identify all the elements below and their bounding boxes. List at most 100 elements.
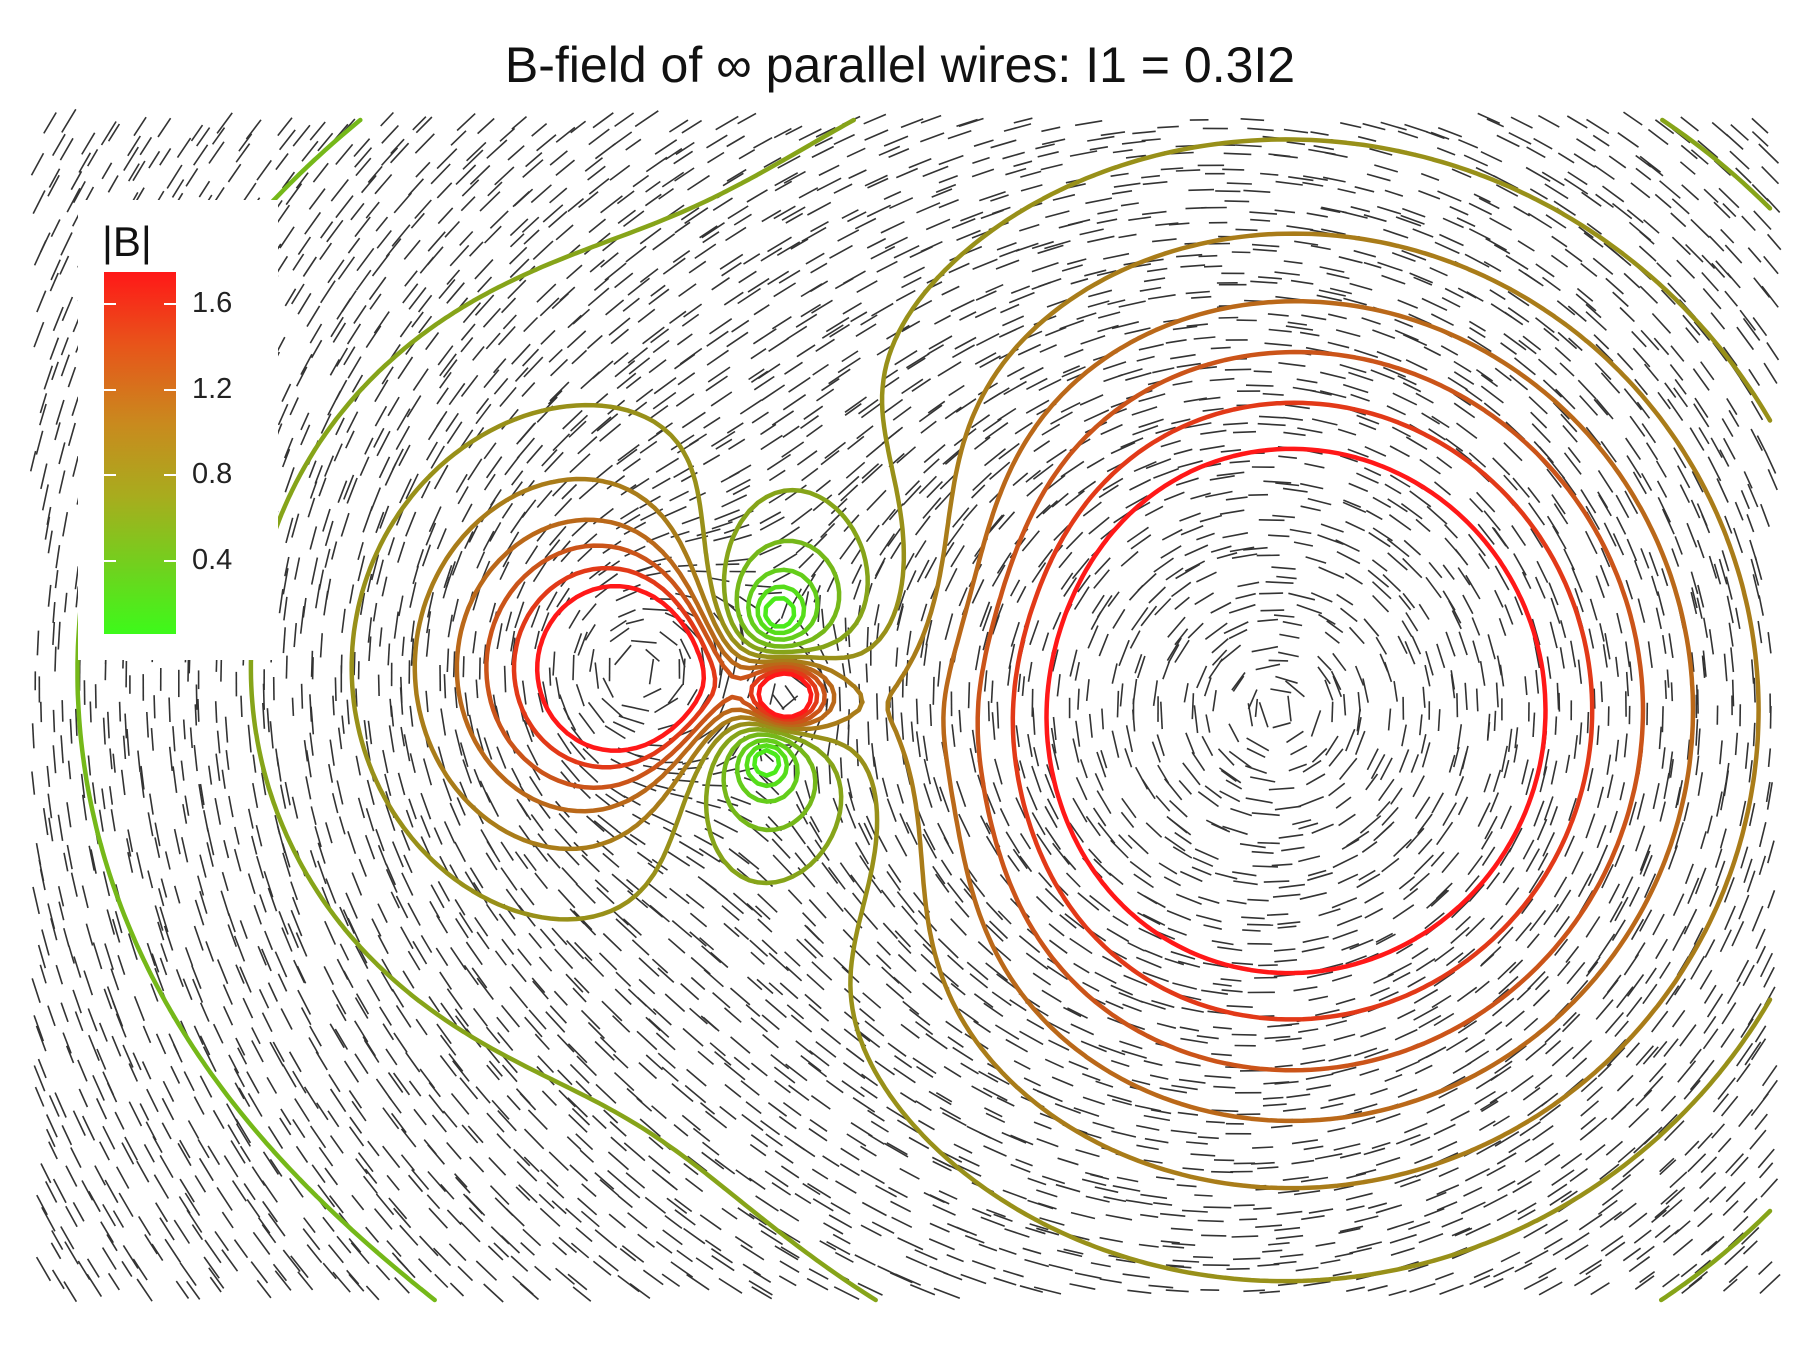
field-direction-segment [1596, 786, 1604, 809]
field-direction-segment [309, 850, 317, 868]
field-direction-segment [964, 1234, 985, 1244]
field-direction-segment [48, 1095, 60, 1117]
field-direction-segment [942, 1111, 967, 1127]
field-direction-segment [369, 293, 382, 310]
field-direction-segment [412, 940, 428, 965]
field-direction-segment [1175, 1061, 1201, 1067]
field-direction-segment [100, 1221, 114, 1244]
field-direction-segment [192, 978, 204, 1003]
field-direction-segment [499, 386, 517, 408]
field-direction-segment [945, 1020, 963, 1034]
field-direction-segment [1701, 271, 1719, 292]
field-direction-segment [520, 887, 535, 906]
field-direction-segment [737, 112, 757, 125]
field-direction-segment [755, 1195, 779, 1212]
field-direction-segment [1009, 579, 1021, 597]
field-direction-segment [683, 303, 703, 318]
field-direction-segment [1661, 706, 1664, 733]
field-direction-segment [658, 187, 674, 200]
field-direction-segment [1655, 607, 1662, 630]
field-direction-segment [1573, 1275, 1591, 1287]
field-direction-segment [1222, 532, 1249, 539]
field-direction-segment [1257, 422, 1286, 427]
field-direction-segment [1025, 1226, 1046, 1235]
field-direction-segment [1670, 212, 1687, 228]
field-direction-segment [1257, 841, 1280, 845]
field-direction-segment [1270, 688, 1292, 694]
field-direction-segment [1186, 1141, 1208, 1145]
field-direction-segment [1359, 1068, 1380, 1077]
field-direction-segment [1760, 503, 1770, 527]
field-direction-segment [272, 1263, 288, 1282]
field-direction-segment [317, 1184, 336, 1208]
field-direction-segment [347, 237, 361, 254]
field-direction-segment [1503, 442, 1523, 462]
field-direction-segment [1371, 1141, 1391, 1150]
field-direction-segment [1285, 325, 1314, 331]
field-direction-segment [822, 1155, 840, 1168]
field-direction-segment [193, 1025, 204, 1046]
field-direction-segment [1535, 263, 1555, 278]
field-direction-segment [1158, 862, 1178, 875]
field-direction-segment [1320, 207, 1341, 214]
field-direction-segment [102, 1125, 116, 1150]
field-direction-segment [1067, 1007, 1088, 1019]
field-direction-segment [637, 1233, 655, 1248]
field-direction-segment [1384, 1073, 1403, 1083]
field-direction-segment [780, 1165, 800, 1179]
field-direction-segment [768, 337, 789, 352]
field-direction-segment [725, 478, 751, 493]
field-direction-segment [468, 1207, 484, 1223]
field-direction-segment [904, 480, 920, 496]
field-direction-segment [950, 299, 975, 313]
field-direction-segment [1286, 141, 1306, 146]
field-direction-segment [1547, 1183, 1568, 1198]
field-direction-segment [54, 1092, 67, 1118]
field-direction-segment [246, 1198, 261, 1218]
field-direction-segment [1701, 254, 1716, 270]
field-direction-segment [998, 1247, 1017, 1255]
field-direction-segment [81, 1115, 96, 1141]
field-direction-segment [983, 448, 1007, 467]
field-direction-segment [39, 964, 47, 984]
field-direction-segment [1758, 595, 1764, 616]
field-direction-segment [645, 180, 661, 193]
field-direction-segment [348, 1273, 365, 1292]
field-direction-segment [951, 724, 956, 747]
field-direction-segment [952, 1046, 974, 1061]
field-direction-segment [1271, 566, 1296, 570]
field-direction-segment [1718, 187, 1740, 209]
field-direction-segment [1536, 560, 1549, 584]
field-direction-segment [146, 711, 149, 738]
field-direction-segment [1338, 813, 1356, 827]
field-direction-segment [325, 822, 333, 844]
field-direction-segment [1710, 312, 1726, 330]
field-direction-segment [711, 1255, 735, 1272]
field-direction-segment [1079, 228, 1104, 236]
field-direction-segment [1015, 725, 1020, 748]
field-direction-segment [1514, 1262, 1533, 1273]
field-direction-segment [1160, 167, 1184, 171]
field-direction-segment [319, 242, 333, 261]
field-direction-segment [1730, 1156, 1749, 1177]
field-direction-segment [247, 1092, 263, 1117]
field-direction-segment [867, 177, 889, 189]
field-direction-segment [455, 164, 477, 185]
field-direction-segment [1398, 749, 1410, 773]
field-direction-segment [433, 464, 449, 490]
field-direction-segment [1748, 368, 1761, 387]
field-direction-segment [472, 1007, 488, 1027]
field-direction-segment [954, 900, 970, 918]
field-direction-segment [1348, 371, 1374, 382]
field-direction-segment [928, 1238, 955, 1251]
field-direction-segment [617, 609, 636, 618]
field-direction-segment [1220, 978, 1242, 982]
field-direction-segment [575, 1227, 593, 1243]
field-direction-segment [1325, 735, 1339, 756]
field-direction-segment [1376, 205, 1402, 215]
field-direction-segment [109, 748, 113, 770]
field-direction-segment [1277, 925, 1297, 929]
field-direction-segment [1082, 501, 1102, 517]
field-direction-segment [374, 405, 388, 427]
field-direction-segment [832, 1233, 851, 1245]
